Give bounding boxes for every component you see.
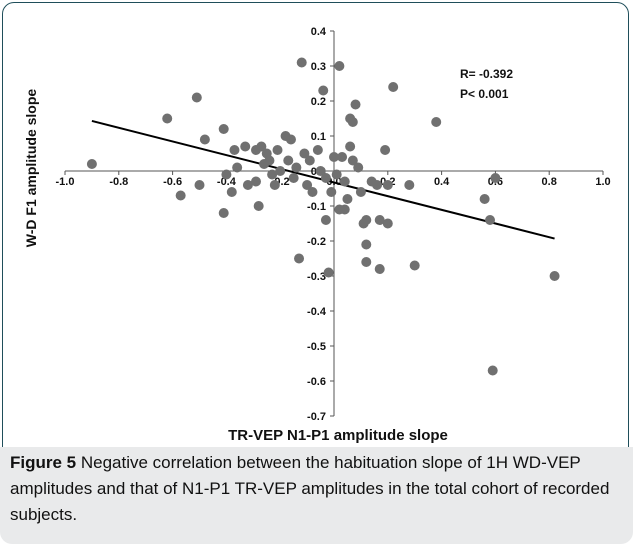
data-point: [404, 180, 415, 190]
data-point: [86, 159, 97, 169]
data-point: [337, 152, 348, 162]
y-tick-label: -0.2: [307, 236, 326, 248]
data-point: [267, 169, 278, 180]
data-point: [312, 145, 323, 155]
x-tick-label: -1.0: [56, 176, 75, 188]
data-point: [191, 92, 202, 103]
figure-caption: Figure 5 Negative correlation between th…: [0, 447, 633, 544]
p-value-annotation: P< 0.001: [460, 87, 509, 101]
data-point: [264, 155, 275, 166]
data-point: [350, 99, 361, 110]
data-point: [431, 117, 442, 127]
data-point: [272, 145, 283, 155]
data-point: [320, 173, 331, 183]
data-point: [382, 180, 393, 190]
y-tick-label: 0.4: [311, 26, 327, 38]
data-point: [326, 187, 337, 197]
data-point: [199, 134, 210, 145]
y-tick-label: 0.1: [311, 131, 326, 143]
y-tick-label: -0.7: [307, 411, 326, 423]
correlation-r-annotation: R= -0.392: [460, 67, 513, 81]
data-point: [221, 169, 232, 180]
data-point: [361, 215, 372, 225]
data-point: [320, 215, 331, 225]
data-point: [302, 180, 313, 190]
data-point: [339, 176, 350, 187]
x-tick-label: -0.8: [109, 176, 128, 188]
data-point: [409, 260, 420, 271]
data-point: [226, 187, 237, 197]
y-tick-label: -0.3: [307, 271, 326, 283]
figure-label: Figure 5: [10, 453, 77, 472]
data-point: [355, 187, 366, 197]
data-point: [487, 365, 498, 376]
data-point: [218, 208, 229, 218]
data-point: [232, 162, 243, 173]
y-tick-label: -0.4: [307, 306, 327, 318]
data-point: [342, 194, 353, 204]
data-point: [256, 141, 267, 152]
data-point: [304, 155, 315, 166]
x-axis-label: TR-VEP N1-P1 amplitude slope: [228, 427, 448, 444]
data-point: [283, 155, 294, 166]
data-point: [250, 176, 261, 187]
y-axis-label: W-D F1 amplitude slope: [23, 89, 39, 248]
data-point: [253, 201, 264, 211]
axes: -1.0-0.8-0.6-0.4-0.20.00.20.40.60.81.00.…: [56, 26, 611, 423]
data-point: [162, 113, 173, 124]
data-point: [307, 187, 318, 197]
x-tick-label: 0.8: [542, 176, 557, 188]
data-point: [291, 162, 302, 173]
x-tick-label: 1.0: [595, 176, 610, 188]
y-tick-label: 0.2: [311, 96, 326, 108]
data-point: [175, 190, 186, 201]
data-point: [296, 57, 307, 68]
y-tick-label: -0.6: [307, 376, 326, 388]
data-point: [353, 162, 364, 173]
data-points: [86, 57, 560, 376]
data-point: [374, 264, 385, 274]
figure-caption-text: Negative correlation between the habitua…: [10, 453, 610, 524]
data-point: [380, 145, 391, 155]
data-point: [382, 218, 393, 229]
y-tick-label: -0.1: [307, 201, 326, 213]
x-tick-label: -0.6: [163, 176, 182, 188]
data-point: [299, 148, 310, 159]
data-point: [339, 204, 350, 215]
data-point: [485, 215, 496, 225]
data-point: [294, 253, 305, 264]
data-point: [229, 145, 240, 155]
data-point: [347, 117, 358, 127]
data-point: [269, 180, 280, 190]
data-point: [347, 155, 358, 166]
x-tick-label: 0.4: [434, 176, 450, 188]
data-point: [361, 239, 372, 250]
data-point: [318, 85, 329, 96]
data-point: [315, 166, 326, 176]
data-point: [372, 180, 383, 190]
y-tick-label: -0.5: [307, 341, 326, 353]
y-tick-label: 0.3: [311, 61, 326, 73]
chart-text: W-D F1 amplitude slope TR-VEP N1-P1 ampl…: [23, 67, 513, 444]
data-point: [388, 82, 399, 92]
data-point: [549, 271, 560, 281]
data-point: [275, 166, 286, 176]
data-point: [331, 169, 342, 180]
data-point: [242, 180, 253, 190]
data-point: [361, 257, 372, 267]
data-point: [323, 267, 334, 278]
data-point: [479, 194, 490, 204]
data-point: [490, 173, 501, 183]
x-tick-label: -0.4: [217, 176, 237, 188]
data-point: [240, 141, 251, 152]
data-point: [288, 173, 299, 183]
data-point: [329, 152, 339, 162]
data-point: [194, 180, 205, 190]
data-point: [374, 215, 385, 225]
data-point: [285, 134, 296, 145]
data-point: [345, 141, 356, 152]
scatter-chart: -1.0-0.8-0.6-0.4-0.20.00.20.40.60.81.00.…: [23, 26, 611, 444]
data-point: [334, 61, 345, 71]
data-point: [218, 124, 229, 134]
